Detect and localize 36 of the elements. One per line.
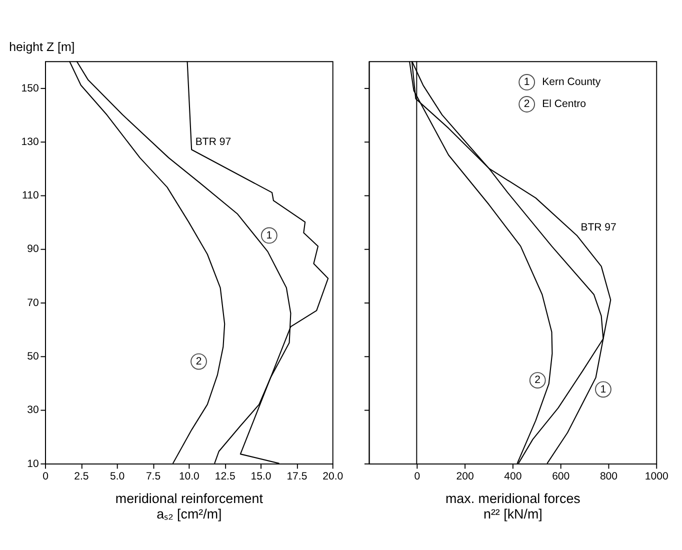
y-tick-label: 150 <box>21 82 39 94</box>
annotation: 1 <box>266 229 272 242</box>
x-tick-label: 800 <box>600 470 618 482</box>
x-tick-label: 400 <box>504 470 522 482</box>
x-tick-label: 1000 <box>644 470 668 482</box>
x-tick-label: 17.5 <box>286 470 308 482</box>
legend-label: El Centro <box>542 98 586 110</box>
x-tick-label: 0 <box>42 470 49 482</box>
annotation: 2 <box>196 355 202 368</box>
x-tick-label: 15.0 <box>250 470 272 482</box>
annotation: 1 <box>524 76 530 88</box>
x-axis-title: meridional reinforcement aₛ₂ [cm²/m] <box>115 491 264 522</box>
x-tick-label: 2.5 <box>74 470 89 482</box>
y-axis-title: height Z [m] <box>9 40 75 54</box>
x-tick-label: 7.5 <box>146 470 161 482</box>
annotation: BTR 97 <box>195 136 232 148</box>
y-tick-label: 130 <box>21 136 39 148</box>
annotation: 2 <box>524 98 530 110</box>
x-tick-label: 20.0 <box>322 470 344 482</box>
x-axis-title: max. meridional forces n²² [kN/m] <box>446 491 581 522</box>
y-tick-label: 70 <box>27 296 39 309</box>
x-tick-label: 12.5 <box>214 470 236 482</box>
y-tick-label: 30 <box>27 404 39 416</box>
x-tick-label: 200 <box>456 470 474 482</box>
y-tick-label: 110 <box>22 190 39 202</box>
x-tick-label: 5.0 <box>110 470 125 482</box>
x-tick-label: 600 <box>552 470 570 482</box>
annotation: 1 <box>600 383 606 396</box>
annotation: 2 <box>534 374 541 386</box>
y-tick-label: 50 <box>27 350 39 363</box>
x-tick-label: 0 <box>414 470 420 482</box>
annotation: BTR 97 <box>580 222 617 234</box>
legend-label: Kern County <box>542 76 602 88</box>
x-tick-label: 10.0 <box>178 470 200 482</box>
y-tick-label: 10 <box>27 458 39 470</box>
y-tick-label: 90 <box>27 243 39 256</box>
